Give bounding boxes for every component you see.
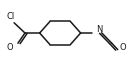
- Text: O: O: [119, 43, 126, 52]
- Text: Cl: Cl: [6, 12, 14, 21]
- Text: N: N: [96, 25, 102, 34]
- Text: O: O: [6, 43, 13, 52]
